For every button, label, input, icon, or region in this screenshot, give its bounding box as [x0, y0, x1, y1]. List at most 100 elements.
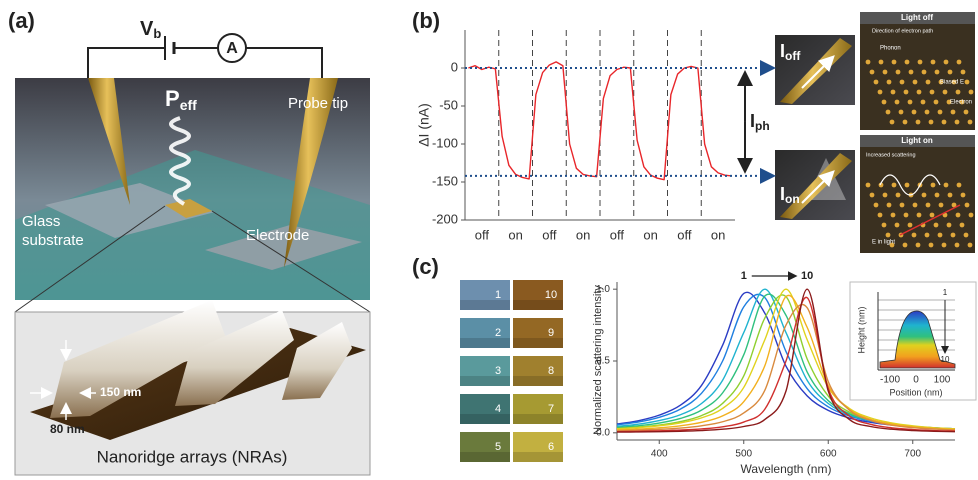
lattice-dot [943, 182, 949, 188]
x-axis-label: Wavelength (nm) [741, 462, 832, 476]
lattice-dot [911, 109, 917, 115]
swatch [460, 432, 510, 462]
image-title-bar [860, 135, 975, 147]
lattice-dot [933, 99, 939, 105]
lattice-dot [946, 222, 952, 228]
lattice-dot [886, 79, 892, 85]
voltage-sub: b [153, 26, 161, 41]
lattice-dot [964, 79, 970, 85]
lattice-dot [921, 69, 927, 75]
inset-x-label: Position (nm) [889, 387, 942, 397]
lattice-dot [951, 79, 957, 85]
lattice-dot [930, 182, 936, 188]
inset-arrow-start: 1 [943, 288, 948, 297]
lattice-dot [964, 202, 970, 208]
lattice-dot [928, 242, 934, 248]
x-tick-label: off [610, 227, 625, 242]
lattice-dot [903, 89, 909, 95]
lattice-dot [898, 109, 904, 115]
lattice-dot [968, 89, 974, 95]
lattice-dot [928, 119, 934, 125]
lattice-dot [954, 119, 960, 125]
swatch-label: 6 [548, 441, 554, 453]
series-line [616, 303, 956, 432]
y-tick-label: -100 [432, 135, 458, 150]
light-beam [169, 116, 191, 206]
swatch-label: 3 [495, 365, 501, 377]
lattice-dot [930, 59, 936, 65]
lattice-dot [894, 222, 900, 228]
lattice-dot [947, 69, 953, 75]
y-tick-label: -200 [432, 211, 458, 226]
swatch-label: 8 [548, 365, 554, 377]
i-ph-sub: ph [755, 119, 770, 133]
lattice-dot [933, 222, 939, 228]
lattice-dot [915, 119, 921, 125]
lattice-dot [955, 212, 961, 218]
y-tick-label: 0.0 [596, 427, 610, 438]
image-note: Electron [950, 100, 972, 106]
lattice-dot [895, 192, 901, 198]
field-arrow [899, 204, 961, 236]
x-tick-label: on [576, 227, 590, 242]
swatch-shade [513, 300, 563, 310]
lattice-dot [869, 192, 875, 198]
lattice-dot [963, 109, 969, 115]
swatch-shade [460, 338, 510, 348]
lattice-dot [912, 202, 918, 208]
x-tick-label: 600 [820, 449, 837, 460]
series-line [616, 288, 956, 430]
lattice-dot [902, 242, 908, 248]
lattice-dot [907, 222, 913, 228]
inset-arrow-end: 10 [941, 355, 950, 364]
i-on-main: I [780, 184, 785, 204]
lattice-dot [882, 69, 888, 75]
lattice-dot [889, 119, 895, 125]
swatch-shade [460, 376, 510, 386]
caption: Nanoridge arrays (NRAs) [97, 447, 288, 466]
lattice-dot [881, 99, 887, 105]
lattice-dot [878, 182, 884, 188]
lattice-dot [943, 59, 949, 65]
swatch-shade [513, 452, 563, 462]
glass-substrate [45, 183, 215, 238]
swatch-label: 1 [495, 289, 501, 301]
lattice-dot [904, 182, 910, 188]
electrode-pad [205, 225, 362, 270]
swatch [460, 318, 510, 348]
swatch-label: 7 [548, 403, 554, 415]
lattice-dot [877, 89, 883, 95]
lattice-dot [956, 59, 962, 65]
i-off-sub: off [785, 49, 801, 63]
image-note: E in light [872, 240, 895, 246]
swatch-label: 10 [545, 289, 557, 301]
swatch [513, 356, 563, 386]
lattice-dot [890, 212, 896, 218]
y-axis-label: ΔI (nA) [416, 103, 432, 147]
lattice-dot [959, 222, 965, 228]
lattice-dot [947, 192, 953, 198]
swatch [460, 280, 510, 310]
lattice-dot [925, 202, 931, 208]
lattice-dot [895, 69, 901, 75]
probe-tip-left [88, 78, 130, 205]
swatch [513, 280, 563, 310]
lattice-dot [899, 202, 905, 208]
inset-x-tick: 100 [934, 375, 951, 386]
lattice-dot [951, 202, 957, 208]
ridge [175, 310, 294, 406]
y-tick-label: 1.0 [596, 284, 610, 295]
lattice-dot [938, 202, 944, 208]
x-tick-label: 500 [735, 449, 752, 460]
height-profile [879, 310, 956, 369]
light-off-image [860, 12, 975, 130]
nanoridge [780, 38, 852, 104]
ridge [282, 322, 352, 400]
lattice-dot [873, 202, 879, 208]
lattice-dot [924, 232, 930, 238]
lattice-dot [916, 89, 922, 95]
lattice-dot [955, 89, 961, 95]
lattice-dot [881, 222, 887, 228]
